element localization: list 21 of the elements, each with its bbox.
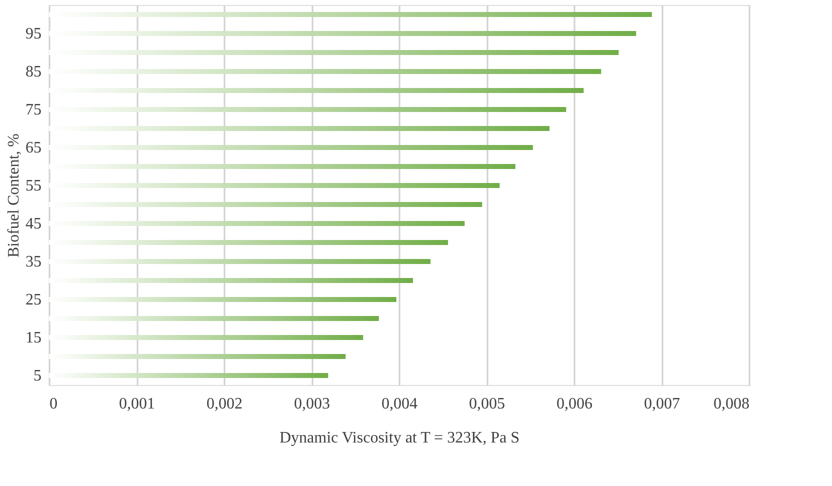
y-tick-label: 35 xyxy=(26,254,42,270)
x-tick-label: 0,001 xyxy=(119,396,155,412)
y-tick-label: 65 xyxy=(26,140,42,156)
x-tick-label: 0,008 xyxy=(714,396,750,412)
x-tick-label: 0,002 xyxy=(206,396,242,412)
x-tick-label: 0,004 xyxy=(382,396,418,412)
y-tick-label: 55 xyxy=(26,178,42,194)
y-axis-title: Biofuel Content, % xyxy=(6,134,22,258)
x-tick-label: 0,003 xyxy=(294,396,330,412)
y-tick-label: 45 xyxy=(26,216,42,232)
y-tick-label: 5 xyxy=(34,368,42,384)
y-tick-label: 85 xyxy=(26,64,42,80)
x-tick-label: 0,006 xyxy=(556,396,592,412)
x-axis-title: Dynamic Viscosity at T = 323K, Pa S xyxy=(279,430,520,446)
y-tick-label: 75 xyxy=(26,102,42,118)
y-tick-label: 15 xyxy=(26,330,42,346)
x-tick-label: 0,007 xyxy=(644,396,680,412)
y-tick-label: 25 xyxy=(26,292,42,308)
x-tick-label: 0 xyxy=(50,396,58,412)
x-tick-label: 0,005 xyxy=(469,396,505,412)
y-tick-label: 95 xyxy=(26,26,42,42)
